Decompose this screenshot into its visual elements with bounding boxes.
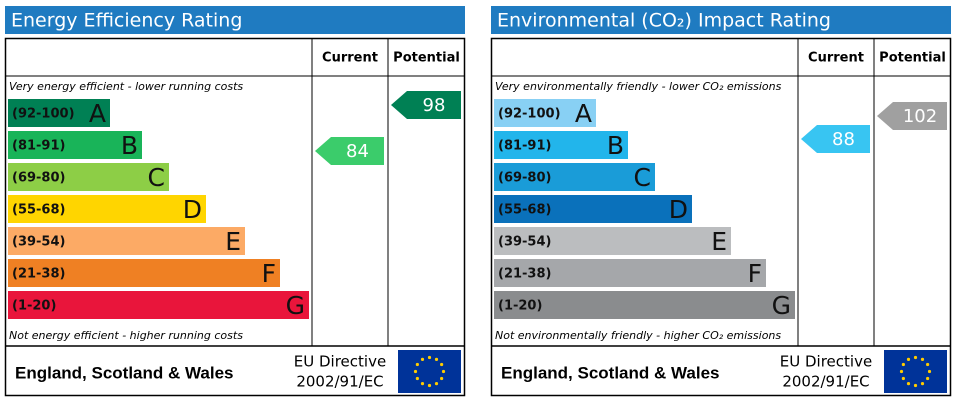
band <box>494 259 766 287</box>
eu-star <box>920 382 925 386</box>
band-letter: G <box>286 291 305 320</box>
band <box>494 195 692 223</box>
eu-star <box>420 357 425 361</box>
band <box>8 227 245 255</box>
title-bar <box>5 6 465 34</box>
band-letter: B <box>121 131 138 160</box>
eu-star <box>441 369 446 374</box>
eu-star <box>899 369 904 374</box>
band-range: (21-38) <box>12 267 65 282</box>
col-header: Potential <box>393 51 460 66</box>
footer-directive: EU Directive <box>780 353 872 371</box>
band-letter: E <box>711 227 727 256</box>
band-range: (55-68) <box>498 203 551 218</box>
eu-star <box>420 382 425 386</box>
eu-star <box>906 382 911 386</box>
eu-star <box>913 355 918 360</box>
rating-value: 88 <box>832 129 855 150</box>
band <box>494 227 731 255</box>
col-header: Current <box>322 51 378 66</box>
eu-star <box>913 383 918 388</box>
panel-title: Energy Efficiency Rating <box>11 10 242 32</box>
band-range: (92-100) <box>498 107 561 122</box>
panel-frame <box>4 37 466 397</box>
band-range: (55-68) <box>12 203 65 218</box>
rating-arrow <box>801 125 870 153</box>
band-letter: F <box>262 259 276 288</box>
eu-star <box>434 382 439 386</box>
band <box>494 163 655 191</box>
top-note: Very energy efficient - lower running co… <box>9 80 243 93</box>
rating-arrow <box>315 137 384 165</box>
band-letter: A <box>575 99 592 128</box>
band-range: (39-54) <box>498 235 551 250</box>
band-range: (81-91) <box>498 139 551 154</box>
eu-star <box>926 376 930 381</box>
band-letter: G <box>772 291 791 320</box>
eu-star <box>440 362 444 367</box>
eu-star <box>920 357 925 361</box>
eu-star <box>413 369 418 374</box>
band-letter: A <box>89 99 106 128</box>
eu-star <box>415 362 419 367</box>
footer-region: England, Scotland & Wales <box>501 363 720 382</box>
band <box>8 99 110 127</box>
eu-star <box>906 357 911 361</box>
title-bar <box>491 6 951 34</box>
band-range: (39-54) <box>12 235 65 250</box>
panel-frame <box>490 37 952 397</box>
band-range: (1-20) <box>12 299 56 314</box>
band <box>494 99 596 127</box>
eu-star <box>427 383 432 388</box>
band-range: (81-91) <box>12 139 65 154</box>
band <box>8 259 280 287</box>
band-letter: B <box>607 131 624 160</box>
footer-region: England, Scotland & Wales <box>15 363 234 382</box>
eu-star <box>434 357 439 361</box>
rating-arrow <box>391 91 461 119</box>
eu-star <box>926 362 930 367</box>
band <box>494 291 795 319</box>
bottom-note: Not energy efficient - higher running co… <box>9 329 243 342</box>
band-range: (1-20) <box>498 299 542 314</box>
band <box>494 131 628 159</box>
band-letter: C <box>634 163 651 192</box>
bottom-note: Not environmentally friendly - higher CO… <box>495 329 781 342</box>
footer-directive: EU Directive <box>294 353 386 371</box>
band-letter: C <box>148 163 165 192</box>
band-range: (21-38) <box>498 267 551 282</box>
rating-value: 84 <box>346 141 369 162</box>
top-note: Very environmentally friendly - lower CO… <box>495 80 782 93</box>
band-letter: F <box>748 259 762 288</box>
band-letter: D <box>183 195 202 224</box>
band-letter: E <box>225 227 241 256</box>
band <box>8 131 142 159</box>
band-range: (69-80) <box>12 171 65 186</box>
footer-code: 2002/91/EC <box>296 373 383 391</box>
band <box>8 291 309 319</box>
band-range: (69-80) <box>498 171 551 186</box>
rating-value: 102 <box>903 106 937 127</box>
eu-star <box>440 376 444 381</box>
rating-value: 98 <box>423 95 446 116</box>
band-letter: D <box>669 195 688 224</box>
band <box>8 195 206 223</box>
eu-star <box>927 369 932 374</box>
eu-star <box>901 376 905 381</box>
col-header: Potential <box>879 51 946 66</box>
footer-code: 2002/91/EC <box>782 373 869 391</box>
band <box>8 163 169 191</box>
eu-star <box>901 362 905 367</box>
panel-title: Environmental (CO₂) Impact Rating <box>497 10 831 32</box>
band-range: (92-100) <box>12 107 75 122</box>
eu-star <box>415 376 419 381</box>
rating-arrow <box>877 102 947 130</box>
col-header: Current <box>808 51 864 66</box>
eu-star <box>427 355 432 360</box>
